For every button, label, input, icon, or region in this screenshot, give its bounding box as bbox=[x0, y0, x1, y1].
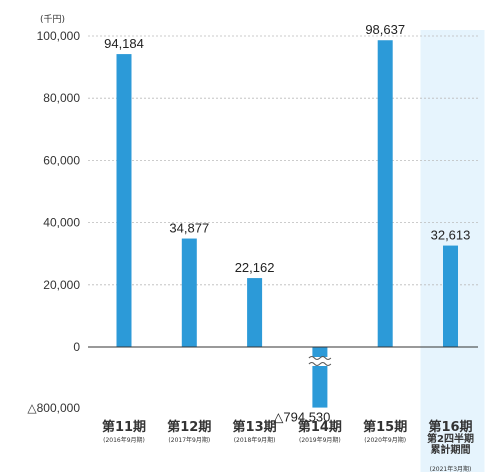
data-label: 22,162 bbox=[235, 260, 275, 275]
y-axis-tick-labels: 100,000 80,000 60,000 40,000 20,000 0 △800,000 bbox=[27, 29, 80, 415]
y-tick-label: 60,000 bbox=[43, 153, 80, 167]
y-tick-label: 100,000 bbox=[37, 29, 81, 43]
break-gap bbox=[308, 357, 331, 366]
bar bbox=[312, 347, 328, 408]
y-tick-label: 0 bbox=[73, 340, 80, 354]
category-labels: 第11期(2016年9月期) 第12期(2017年9月期) 第13期(2018年9月… bbox=[102, 419, 474, 472]
category-sublabel: (2019年9月期) bbox=[299, 436, 341, 444]
category-label: 第11期 bbox=[102, 419, 146, 435]
break-wave bbox=[308, 356, 332, 360]
bar bbox=[247, 278, 263, 347]
data-label: 34,877 bbox=[169, 221, 209, 236]
category-sublabel: (2018年9月期) bbox=[234, 436, 276, 444]
unit-label: (千円) bbox=[40, 14, 65, 25]
category-label: 第12期 bbox=[167, 419, 211, 435]
bars bbox=[116, 40, 458, 408]
category-sublabel: (2016年9月期) bbox=[103, 436, 145, 444]
data-label: 32,613 bbox=[431, 228, 471, 243]
category-sublabel: 累計期間 bbox=[431, 443, 471, 456]
category-label: 第15期 bbox=[363, 419, 407, 435]
category-label: 第13期 bbox=[233, 419, 277, 435]
category-label: 第14期 bbox=[298, 419, 342, 435]
bar bbox=[116, 54, 132, 347]
bar bbox=[377, 40, 393, 348]
data-label: 98,637 bbox=[365, 22, 405, 37]
y-tick-label: 80,000 bbox=[43, 91, 80, 105]
bar bbox=[443, 245, 458, 347]
y-tick-label: 40,000 bbox=[43, 216, 80, 230]
y-tick-label: △800,000 bbox=[27, 401, 80, 415]
y-tick-label: 20,000 bbox=[43, 278, 80, 292]
data-labels: 94,184 34,877 22,162 △794,530 98,637 32,613 bbox=[104, 22, 470, 424]
axis-break-marker bbox=[308, 356, 332, 366]
bar bbox=[181, 238, 197, 347]
category-sublabel: 第2四半期 bbox=[427, 432, 474, 445]
data-label: 94,184 bbox=[104, 36, 144, 51]
category-label: 第16期 bbox=[428, 419, 472, 435]
gridlines bbox=[88, 35, 478, 286]
category-sublabel: (2021年3月期) bbox=[430, 465, 472, 472]
category-sublabel: (2017年9月期) bbox=[168, 436, 210, 444]
category-sublabel: (2020年9月期) bbox=[364, 436, 406, 444]
data-label: △794,530 bbox=[273, 410, 330, 425]
break-wave bbox=[308, 362, 332, 366]
